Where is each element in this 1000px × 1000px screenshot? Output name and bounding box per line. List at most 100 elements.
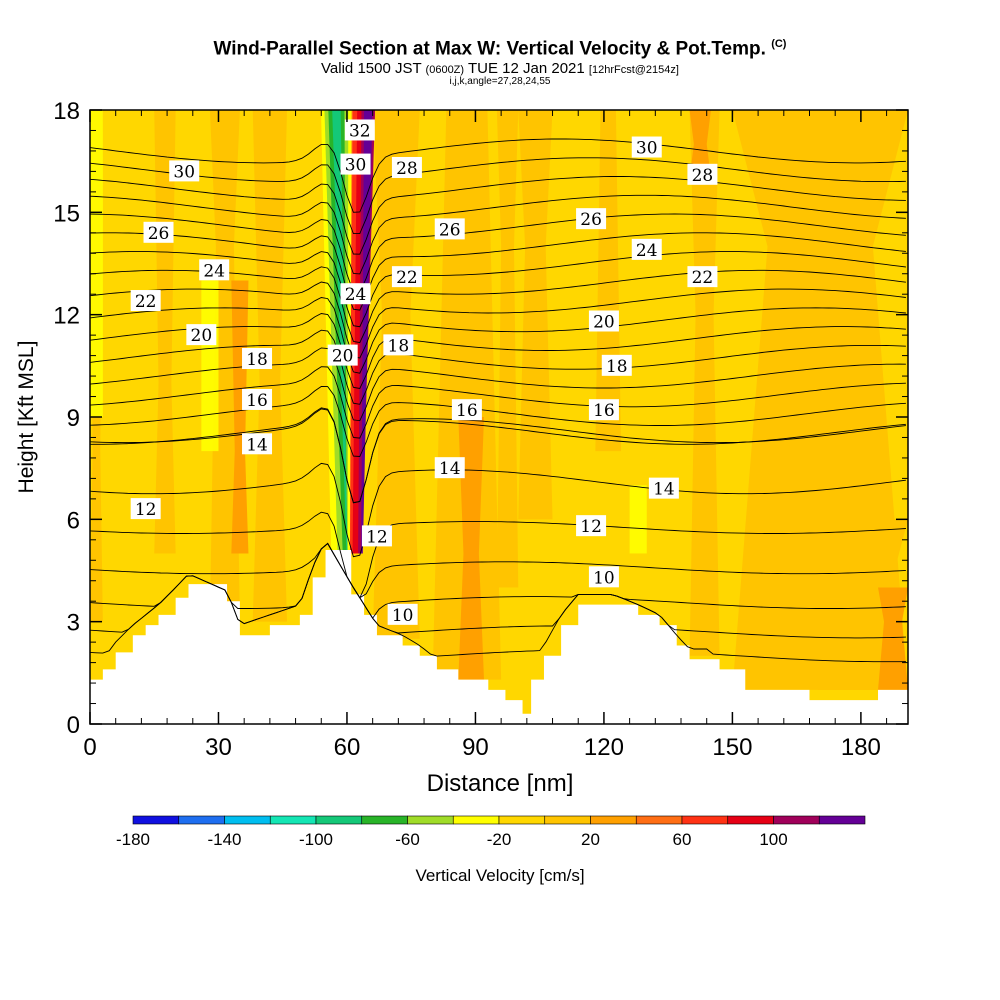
isentrope-label-text: 12 <box>580 517 602 537</box>
velocity-streak <box>154 110 176 554</box>
y-tick-label: 18 <box>53 98 80 125</box>
x-tick-label: 150 <box>712 734 752 761</box>
isentrope-line <box>90 462 906 558</box>
colorbar-bin <box>635 815 683 825</box>
isentrope-label: 16 <box>451 399 482 421</box>
isentrope-label-text: 10 <box>593 568 615 588</box>
colorbar-bin <box>773 815 820 825</box>
isentrope-label-text: 30 <box>345 156 367 176</box>
isentrope-line <box>90 176 906 255</box>
colorbar-bin <box>681 815 729 825</box>
x-tick-label: 180 <box>841 734 881 761</box>
isentrope-label-text: 18 <box>246 350 268 370</box>
isentrope-label: 30 <box>631 136 662 159</box>
isentrope-label: 10 <box>588 566 619 588</box>
x-tick-label: 30 <box>205 734 232 761</box>
colorbar-bin <box>407 815 454 825</box>
isentrope-label: 14 <box>434 457 465 479</box>
isentrope-label-text: 14 <box>653 480 675 500</box>
isentrope-label: 22 <box>130 290 161 312</box>
isentrope-line <box>90 542 906 599</box>
colorbar-tick-label: -180 <box>116 830 150 849</box>
isentrope-line <box>90 386 906 457</box>
isentrope-label-text: 22 <box>396 268 418 288</box>
isentrope-label-text: 30 <box>173 162 195 182</box>
colorbar-tick-label: -60 <box>395 830 420 849</box>
velocity-streak <box>209 110 240 622</box>
isentrope-line <box>90 213 906 293</box>
y-tick-label: 12 <box>53 303 80 330</box>
y-tick-label: 0 <box>67 712 80 739</box>
isentrope-label: 16 <box>588 399 619 421</box>
isentrope-label-text: 20 <box>593 312 615 332</box>
isentrope-label: 20 <box>588 310 619 332</box>
colorbar-tick-label: -140 <box>207 830 241 849</box>
colorbar-bin <box>498 815 546 825</box>
downdraft-patch <box>90 110 103 417</box>
isentrope-label-text: 26 <box>148 224 170 244</box>
title-copyright: (C) <box>771 38 787 50</box>
x-axis-label: Distance [nm] <box>427 770 574 797</box>
isentrope-line <box>90 366 906 439</box>
isentrope-label-text: 14 <box>246 435 268 455</box>
isentrope-label: 10 <box>387 603 418 626</box>
colorbar-bin <box>178 815 225 825</box>
valid-prefix: Valid 1500 JST <box>321 60 422 77</box>
isentrope-label: 18 <box>601 354 632 377</box>
isentrope-label-text: 18 <box>388 336 410 356</box>
isentrope-label-text: 28 <box>396 159 418 179</box>
isentropes <box>90 138 906 663</box>
colorbar-bin <box>315 815 363 825</box>
isentrope-line <box>90 329 906 405</box>
velocity-streak <box>689 110 720 656</box>
isentrope-label-text: 14 <box>439 459 461 479</box>
isentrope-label-text: 16 <box>246 391 268 411</box>
isentrope-label-text: 32 <box>349 121 371 141</box>
valid-utc: (0600Z) <box>425 64 465 76</box>
isentrope-labels: 30 26 24 22 20 18 16 14 12 32 30 28 24 22 20 18 12 10 26 16… <box>130 119 718 626</box>
isentrope-label-text: 16 <box>593 401 615 421</box>
isentrope-label-text: 12 <box>366 527 388 547</box>
valid-date: TUE 12 Jan 2021 <box>467 60 585 77</box>
y-tick-label: 9 <box>67 405 80 432</box>
velocity-streak <box>689 110 711 179</box>
isentrope-line <box>90 542 906 619</box>
isentrope-label-text: 30 <box>636 139 658 159</box>
isentrope-label-text: 20 <box>191 326 213 346</box>
isentrope-label: 22 <box>687 266 718 288</box>
terrain <box>90 550 908 724</box>
y-tick-label: 3 <box>67 610 80 637</box>
isentrope-line <box>90 408 906 504</box>
velocity-streak <box>496 110 519 588</box>
isentrope-label: 12 <box>576 515 607 537</box>
isentrope-label: 26 <box>576 208 607 230</box>
colorbar-bin <box>132 815 180 825</box>
velocity-streak <box>518 110 553 520</box>
y-axis-label: Height [Kft MSL] <box>15 341 38 494</box>
updraft-band <box>361 110 373 554</box>
isentrope-label: 14 <box>242 433 273 455</box>
isentrope-label-text: 24 <box>345 285 367 305</box>
isentrope-line <box>90 138 906 213</box>
isentrope-label-text: 12 <box>135 500 157 520</box>
isentrope-line <box>90 511 906 599</box>
isentrope-line <box>90 157 906 235</box>
colorbar-tick-label: 60 <box>673 830 692 849</box>
isentrope-label: 30 <box>340 153 371 176</box>
isentrope-label: 28 <box>391 156 422 179</box>
chart-title: Wind-Parallel Section at Max W: Vertical… <box>0 38 1000 60</box>
forecast-info: [12hrFcst@2154z] <box>588 64 679 76</box>
isentrope-label: 26 <box>143 221 174 244</box>
downdraft-patch <box>201 280 219 452</box>
isentrope-label-text: 24 <box>636 241 658 261</box>
isentrope-label: 18 <box>242 348 273 370</box>
isentrope-label-text: 24 <box>203 261 225 281</box>
downdraft-band <box>332 110 348 554</box>
downdraft-patch <box>629 485 647 554</box>
x-axis: 0 30 60 90 120 150 180 <box>83 110 888 761</box>
isentrope-label-text: 26 <box>439 220 461 240</box>
colorbar-bin <box>361 815 408 825</box>
colorbar-bin <box>452 815 500 825</box>
y-tick-label: 6 <box>67 507 80 534</box>
isentrope-label: 24 <box>199 259 230 281</box>
